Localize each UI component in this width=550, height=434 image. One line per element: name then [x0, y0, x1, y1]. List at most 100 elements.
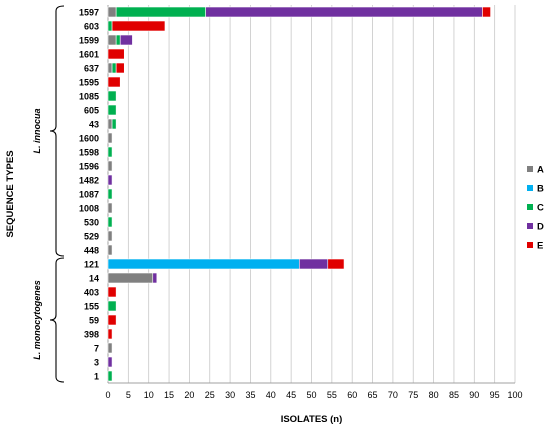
- y-tick-label: 605: [84, 106, 99, 116]
- bar-segment-c: [107, 370, 113, 382]
- legend-swatch-e: [527, 242, 533, 248]
- x-tick-label: 35: [245, 390, 255, 400]
- legend-label-a: A: [537, 165, 544, 176]
- y-tick-label: 1598: [79, 148, 99, 158]
- y-tick-label: 448: [84, 246, 99, 256]
- bar-segment-c: [107, 90, 117, 102]
- bar-segment-d: [298, 258, 329, 270]
- y-tick-label: 530: [84, 218, 99, 228]
- legend-swatch-b: [527, 185, 533, 191]
- bar-segment-c: [107, 146, 113, 158]
- y-tick-label: 1008: [79, 204, 99, 214]
- bar-segment-a: [107, 6, 117, 18]
- y-tick-label: 1597: [79, 8, 99, 18]
- y-tick-label: 529: [84, 232, 99, 242]
- x-axis-title: ISOLATES (n): [281, 414, 343, 425]
- y-tick-label: 43: [89, 120, 99, 130]
- x-tick-label: 50: [306, 390, 316, 400]
- bar-segment-a: [107, 244, 113, 256]
- bar-segment-c: [115, 34, 121, 46]
- y-tick-label: 1482: [79, 176, 99, 186]
- bar-segment-d: [152, 272, 158, 284]
- y-tick-label: 7: [94, 344, 99, 354]
- legend-label-c: C: [537, 203, 544, 214]
- x-tick-label: 45: [286, 390, 296, 400]
- y-tick-label: 637: [84, 64, 99, 74]
- y-tick-label: 59: [89, 316, 99, 326]
- bar-segment-c: [115, 6, 206, 18]
- x-tick-label: 20: [184, 390, 194, 400]
- bar-segment-d: [107, 356, 113, 368]
- x-tick-label: 85: [449, 390, 459, 400]
- bar-segment-a: [107, 272, 154, 284]
- bar-segment-a: [107, 342, 113, 354]
- x-tick-label: 95: [490, 390, 500, 400]
- y-tick-label: 1087: [79, 190, 99, 200]
- x-tick-label: 55: [327, 390, 337, 400]
- bar-segment-d: [119, 34, 133, 46]
- y-tick-label: 1085: [79, 92, 99, 102]
- x-tick-label: 75: [408, 390, 418, 400]
- x-tick-label: 40: [266, 390, 276, 400]
- bar-segment-e: [482, 6, 491, 18]
- bar-segment-a: [107, 202, 113, 214]
- group-bracket: [49, 5, 65, 257]
- bar-segment-e: [107, 48, 125, 60]
- group-label: L. innocua: [32, 109, 42, 154]
- x-tick-label: 15: [164, 390, 174, 400]
- y-tick-label: 1: [94, 372, 99, 382]
- x-tick-label: 25: [205, 390, 215, 400]
- y-tick-label: 1601: [79, 50, 99, 60]
- x-tick-label: 100: [507, 390, 522, 400]
- x-tick-label: 5: [126, 390, 131, 400]
- x-tick-label: 90: [469, 390, 479, 400]
- x-tick-label: 30: [225, 390, 235, 400]
- y-tick-label: 403: [84, 288, 99, 298]
- y-axis-title: SEQUENCE TYPES: [5, 150, 16, 237]
- bar-segment-c: [111, 118, 117, 130]
- bar-segment-e: [107, 286, 117, 298]
- legend-label-d: D: [537, 222, 544, 233]
- bar-segment-e: [107, 314, 117, 326]
- x-tick-label: 80: [429, 390, 439, 400]
- bar-segment-a: [107, 160, 113, 172]
- bar-segment-c: [107, 216, 113, 228]
- y-tick-label: 121: [84, 260, 99, 270]
- bar-segment-a: [107, 230, 113, 242]
- bar-segment-e: [115, 62, 125, 74]
- legend-swatch-a: [527, 166, 533, 172]
- y-tick-label: 14: [89, 274, 99, 284]
- y-tick-label: 603: [84, 22, 99, 32]
- legend-label-e: E: [537, 241, 543, 252]
- legend-swatch-c: [527, 204, 533, 210]
- x-tick-label: 70: [388, 390, 398, 400]
- legend-swatch-d: [527, 223, 533, 229]
- y-tick-label: 1596: [79, 162, 99, 172]
- bar-segment-a: [107, 132, 113, 144]
- x-tick-label: 10: [144, 390, 154, 400]
- bar-segment-a: [107, 62, 113, 74]
- bar-segment-b: [107, 258, 300, 270]
- y-tick-label: 1599: [79, 36, 99, 46]
- bar-segment-c: [107, 188, 113, 200]
- x-tick-label: 65: [368, 390, 378, 400]
- group-bracket: [49, 257, 65, 383]
- bar-segment-c: [111, 62, 117, 74]
- bar-segment-e: [327, 258, 345, 270]
- x-tick-label: 0: [105, 390, 110, 400]
- legend-label-b: B: [537, 184, 544, 195]
- y-tick-label: 398: [84, 330, 99, 340]
- bar-segment-a: [107, 34, 117, 46]
- bar-segment-d: [107, 174, 113, 186]
- y-tick-label: 1595: [79, 78, 99, 88]
- bar-segment-c: [107, 20, 113, 32]
- x-tick-label: 60: [347, 390, 357, 400]
- bar-segment-e: [111, 20, 166, 32]
- group-label: L. monocytogenes: [32, 280, 42, 360]
- y-tick-label: 155: [84, 302, 99, 312]
- bar-segment-a: [107, 118, 113, 130]
- bar-segment-c: [107, 300, 117, 312]
- bar-segment-c: [107, 104, 117, 116]
